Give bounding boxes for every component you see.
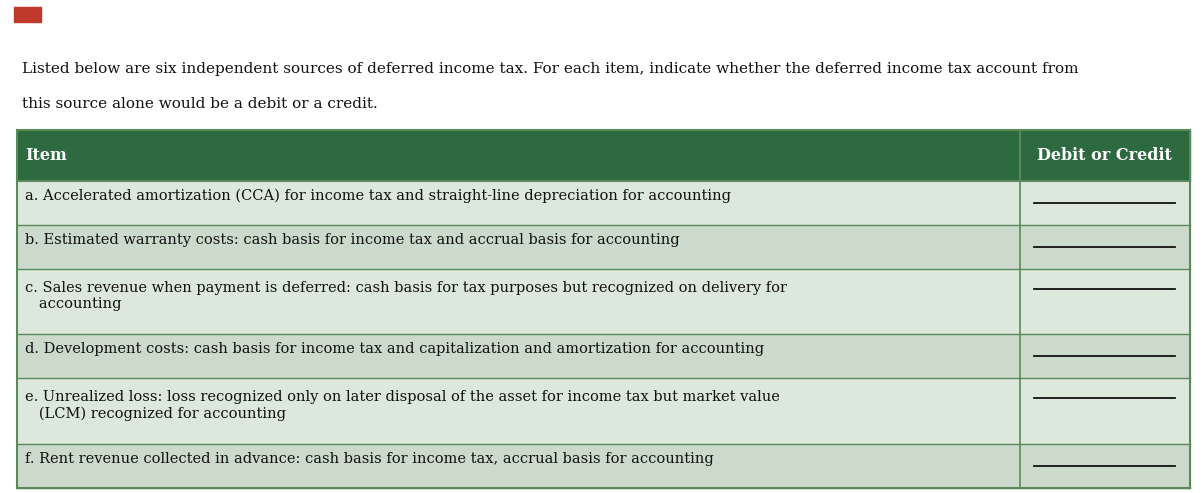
Bar [17,334,1020,379]
Bar [17,379,1020,444]
Bar [17,130,1190,180]
Text: b. Estimated warranty costs: cash basis for income tax and accrual basis for acc: b. Estimated warranty costs: cash basis … [25,233,680,246]
Bar [17,444,1020,488]
Bar [1020,269,1190,334]
Bar [17,180,1020,225]
Text: Debit or Credit: Debit or Credit [1037,147,1171,164]
Bar [1020,379,1190,444]
Text: Item: Item [25,147,67,164]
Text: this source alone would be a debit or a credit.: this source alone would be a debit or a … [22,97,377,111]
Bar [17,269,1020,334]
Bar [1020,180,1190,225]
Bar [1020,225,1190,269]
Bar [1020,334,1190,379]
Text: e. Unrealized loss: loss recognized only on later disposal of the asset for inco: e. Unrealized loss: loss recognized only… [25,390,780,421]
Text: f. Rent revenue collected in advance: cash basis for income tax, accrual basis f: f. Rent revenue collected in advance: ca… [25,452,714,466]
Bar [1020,444,1190,488]
Bar [14,7,41,22]
Text: Listed below are six independent sources of deferred income tax. For each item, : Listed below are six independent sources… [22,62,1078,75]
Text: c. Sales revenue when payment is deferred: cash basis for tax purposes but recog: c. Sales revenue when payment is deferre… [25,281,787,311]
Text: d. Development costs: cash basis for income tax and capitalization and amortizat: d. Development costs: cash basis for inc… [25,342,765,356]
Text: a. Accelerated amortization (CCA) for income tax and straight-line depreciation : a. Accelerated amortization (CCA) for in… [25,188,731,203]
Bar [17,225,1020,269]
